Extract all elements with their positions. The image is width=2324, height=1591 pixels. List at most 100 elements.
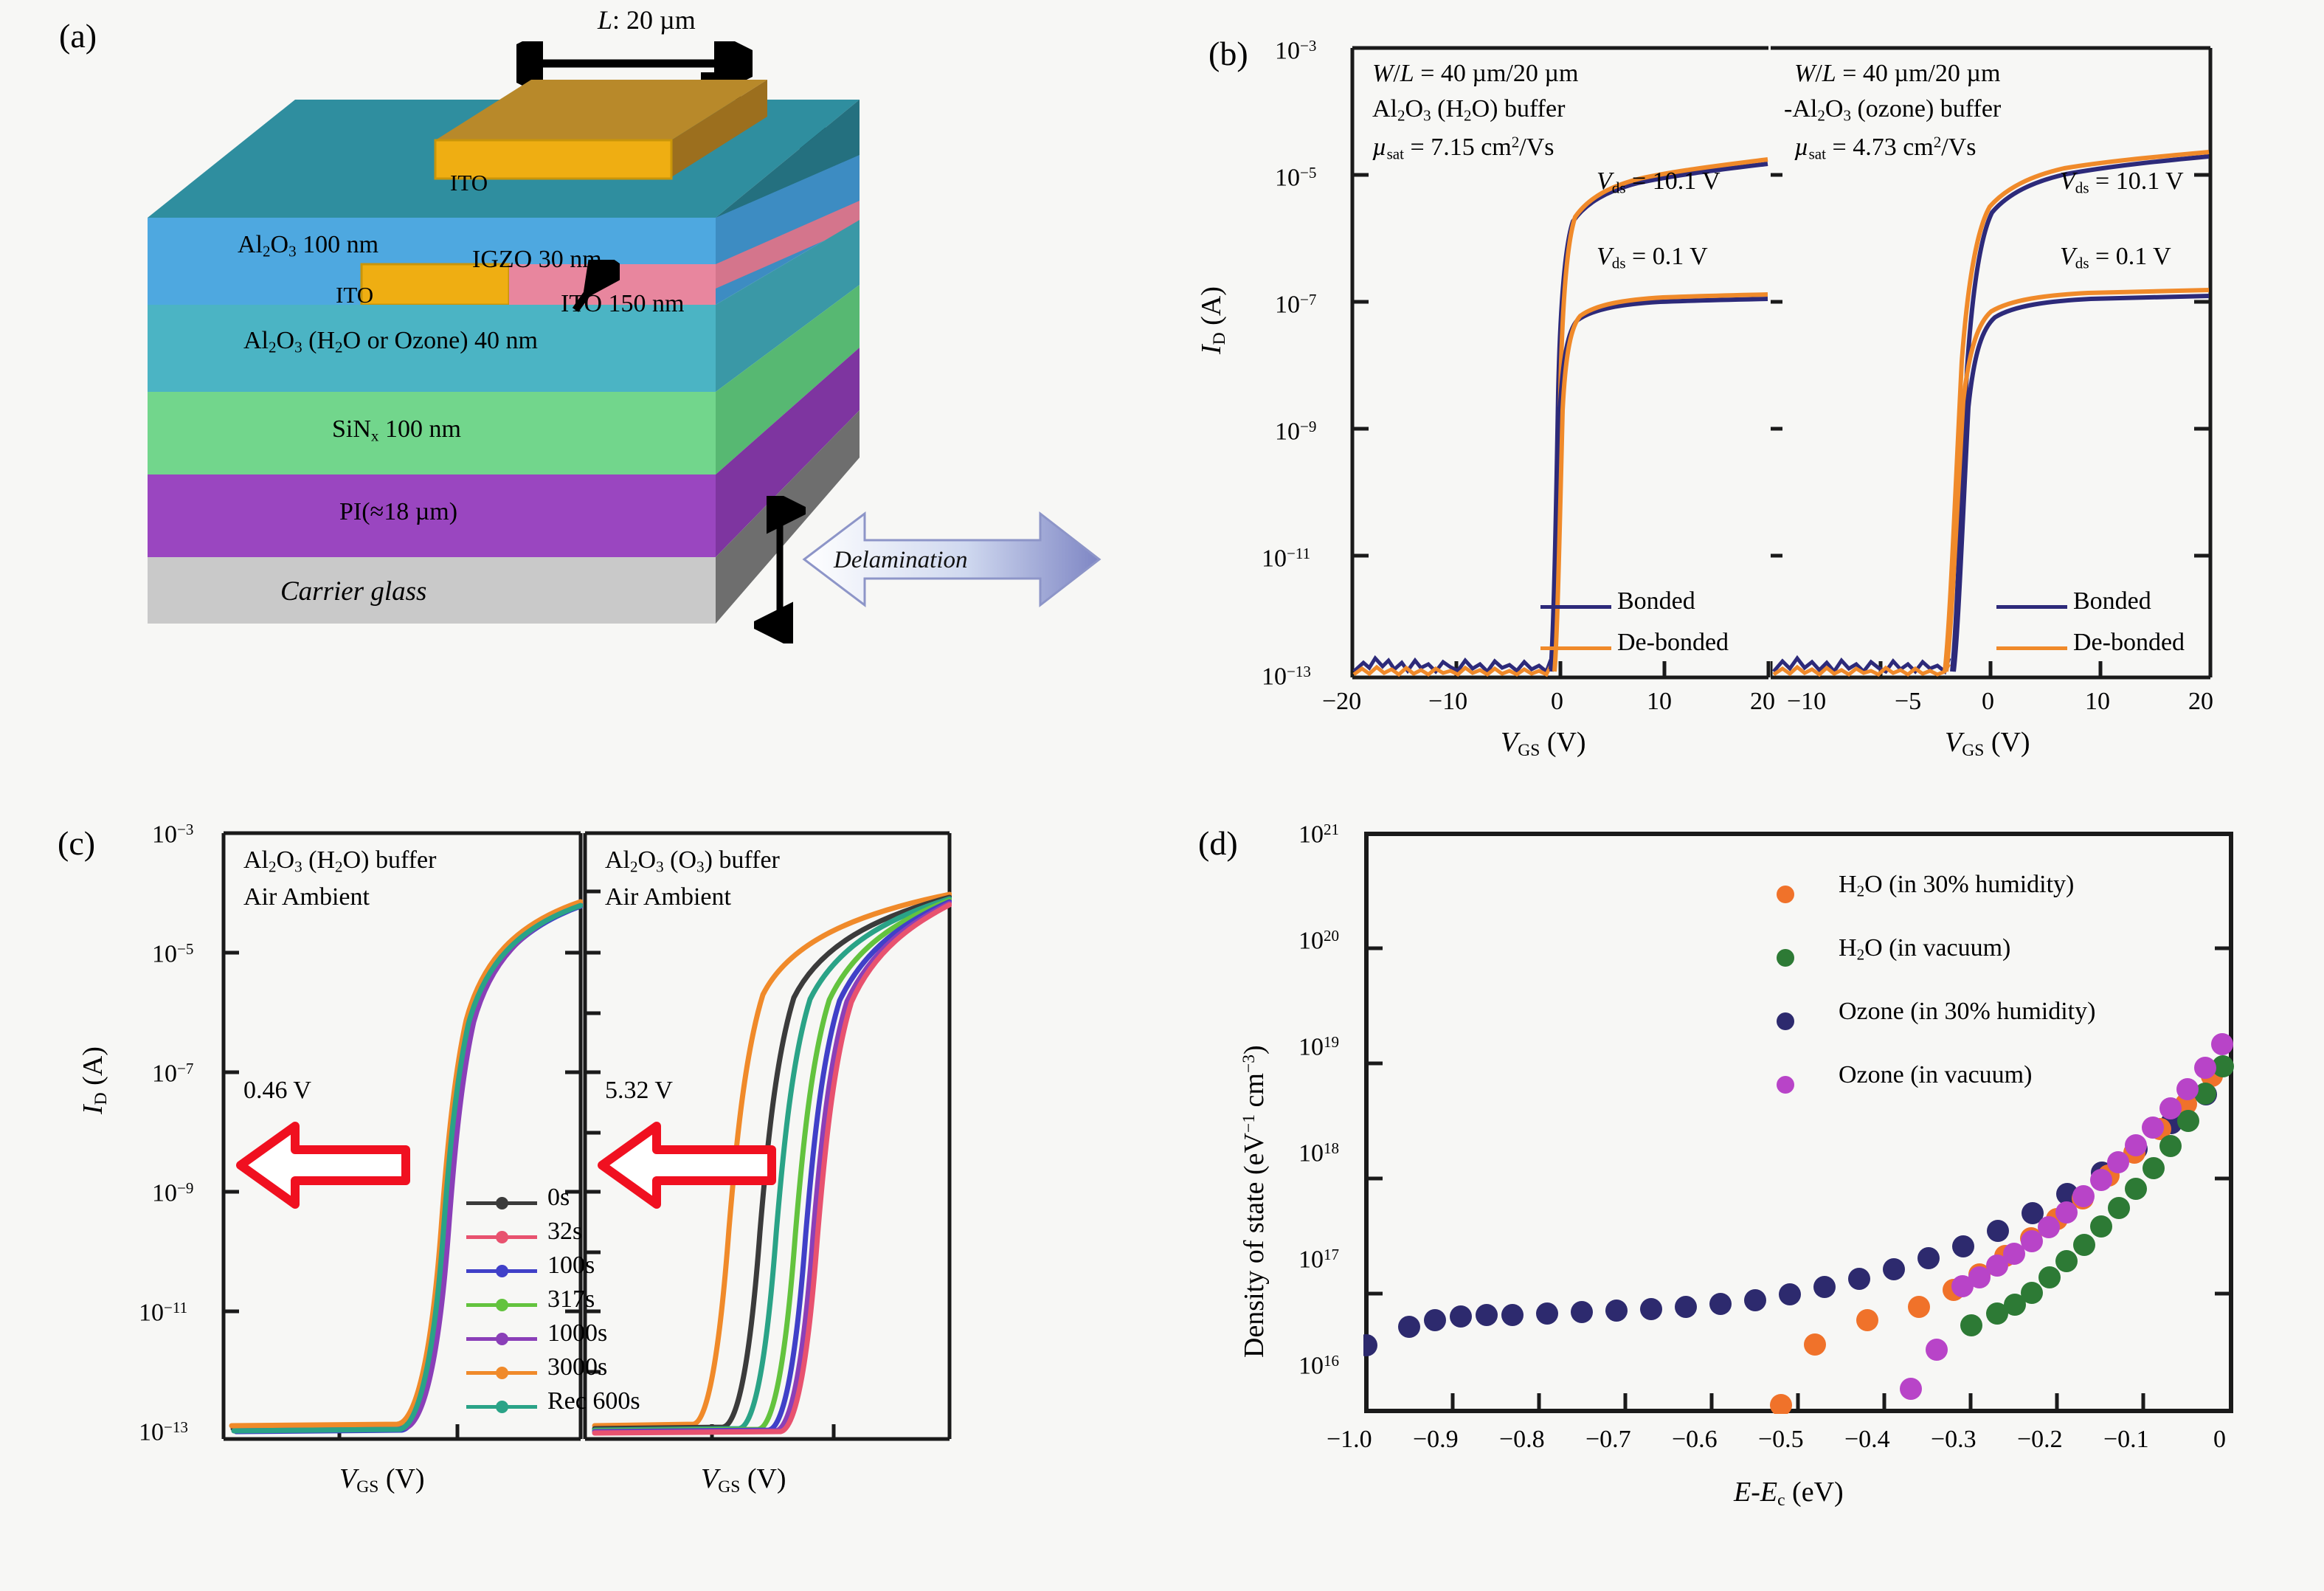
panel-a-device-stack: (a) L: 20 µm W: 40 µm [0,0,1151,767]
dimension-L-label: L: 20 µm [598,5,696,35]
layer-label-carrier-glass: Carrier glass [280,576,427,607]
d-legend-label-h2o-vacuum: H2O (in vacuum) [1839,934,2011,964]
b-right-legend-label-bonded: Bonded [2073,587,2151,615]
c-ytick-1e-13: 10−13 [139,1418,188,1446]
b-right-plot [1771,46,2213,680]
b-right-legend-swatch-debonded [1996,646,2067,650]
c-right-xaxis-title: VGS (V) [701,1463,786,1497]
d-xtick--0.7: −0.7 [1585,1426,1631,1453]
d-xtick--0.8: −0.8 [1499,1426,1545,1453]
b-right-xtick-0: 0 [1982,688,1994,715]
c-left-plot [221,831,583,1441]
b-left-plot [1350,46,1771,680]
d-ytick-1e18: 1018 [1298,1139,1340,1167]
b-right-xtick--10: −5 [1895,688,1922,715]
b-right-legend-label-debonded: De-bonded [2073,629,2185,656]
b-left-xaxis-title: VGS (V) [1501,727,1586,760]
layer-label-pi: PI(≈18 µm) [339,498,458,525]
b-left-xtick-20: 20 [1750,688,1775,715]
d-legend-label-ozone-humidity: Ozone (in 30% humidity) [1839,998,2096,1025]
layer-label-ito-mid: ITO [336,282,374,308]
panel-b-label: (b) [1208,35,1248,72]
d-xtick--0.9: −0.9 [1413,1426,1459,1453]
c-legend-label-1000s: 1000s [547,1319,608,1347]
d-legend-label-h2o-humidity: H2O (in 30% humidity) [1839,871,2075,900]
c-right-shift-arrow [598,1122,776,1209]
igzo-pointer-arrow [572,260,620,312]
b-left-anno-mobility: µsat = 7.15 cm2/Vs [1372,133,1554,163]
c-right-plot [583,831,952,1441]
b-right-anno-mobility: µsat = 4.73 cm2/Vs [1794,133,1977,163]
d-yaxis-title: Density of state (eV−1 cm−3) [1239,1045,1270,1358]
dimension-L-arrow [516,41,753,86]
b-right-legend-swatch-bonded [1996,605,2067,609]
delamination-label: Delamination [834,547,968,573]
b-left-xtick--10: −10 [1428,688,1468,715]
d-ytick-1e20: 1020 [1298,927,1340,955]
b-left-xtick-0: 0 [1551,688,1563,715]
b-right-xtick-20: 20 [2188,688,2213,715]
c-legend-label-rec600s: Rec 600s [547,1387,640,1415]
b-left-vds-high-label: Vds = 10.1 V [1597,168,1720,197]
layer-label-igzo: IGZO 30 nm [472,246,602,273]
panel-c-label: (c) [58,824,96,862]
b-left-legend-label-debonded: De-bonded [1617,629,1729,656]
d-ytick-1e17: 1017 [1298,1246,1340,1274]
b-left-xtick-10: 10 [1647,688,1672,715]
b-left-anno-buffer: Al2O3 (H2O) buffer [1372,95,1566,125]
d-xtick--0.3: −0.3 [1931,1426,1977,1453]
d-legend-marker-ozone-humidity [1777,1012,1794,1030]
d-xtick--0.6: −0.6 [1672,1426,1718,1453]
b-left-legend-swatch-bonded [1540,605,1611,609]
panel-d-label: (d) [1198,824,1238,862]
b-left-legend-label-bonded: Bonded [1617,587,1695,615]
c-legend-marker-100s [496,1265,508,1277]
panel-d-density-of-states: (d) 1021 1020 1019 1018 1017 1016 Densit… [1151,797,2324,1591]
layer-label-sinx: SiNx 100 nm [332,415,461,445]
d-ytick-1e16: 1016 [1298,1352,1340,1380]
delamination-arrow [802,511,1102,608]
d-plot [1363,832,2234,1414]
c-legend-label-0s: 0s [547,1184,570,1211]
b-right-xtick-10: 10 [2085,688,2110,715]
c-legend-label-100s: 100s [547,1252,595,1279]
b-ytick-1e-3: 10−3 [1275,37,1317,65]
c-legend-marker-1000s [496,1333,508,1345]
c-legend-marker-32s [496,1231,508,1243]
layer-label-buffer: Al2O3 (H2O or Ozone) 40 nm [243,327,538,356]
c-legend-label-32s: 32s [547,1218,583,1245]
device-stack-drawing [148,80,860,624]
b-right-anno-buffer: -Al2O3 (ozone) buffer [1784,95,2002,125]
c-left-anno-buffer: Al2O3 (H2O) buffer [243,846,437,876]
c-right-anno-ambient: Air Ambient [605,883,731,911]
d-xtick--0.4: −0.4 [1844,1426,1890,1453]
b-left-anno-wl: W/L = 40 µm/20 µm [1372,60,1579,87]
c-right-anno-buffer: Al2O3 (O3) buffer [605,846,780,876]
d-xtick-0: 0 [2213,1426,2226,1453]
d-xtick--0.1: −0.1 [2103,1426,2149,1453]
b-right-vds-low-label: Vds = 0.1 V [2060,243,2171,272]
d-xtick--0.2: −0.2 [2017,1426,2063,1453]
d-ytick-1e19: 1019 [1298,1033,1340,1061]
d-legend-marker-h2o-humidity [1777,886,1794,903]
c-legend-marker-0s [496,1197,508,1209]
d-legend-marker-h2o-vacuum [1777,949,1794,967]
c-yaxis-title: ID (A) [77,1046,111,1114]
panel-a-label: (a) [59,17,97,55]
b-right-vds-high-label: Vds = 10.1 V [2060,168,2184,197]
c-ytick-1e-5: 10−5 [152,940,194,968]
c-left-anno-ambient: Air Ambient [243,883,370,911]
c-left-shift-label: 0.46 V [243,1077,311,1104]
b-right-xtick--20: −10 [1787,688,1827,715]
b-ytick-1e-5: 10−5 [1275,164,1317,192]
d-xtick--0.5: −0.5 [1758,1426,1804,1453]
b-left-legend-swatch-debonded [1540,646,1611,650]
b-left-xtick--20: −20 [1322,688,1362,715]
b-ytick-1e-9: 10−9 [1275,418,1317,446]
c-legend-marker-3000s [496,1367,508,1379]
b-right-anno-wl: W/L = 40 µm/20 µm [1794,60,2001,87]
d-xaxis-title: E-Ec (eV) [1734,1477,1844,1510]
c-ytick-1e-7: 10−7 [152,1060,194,1088]
b-yaxis-title: ID (A) [1196,286,1229,354]
c-ytick-1e-9: 10−9 [152,1179,194,1207]
